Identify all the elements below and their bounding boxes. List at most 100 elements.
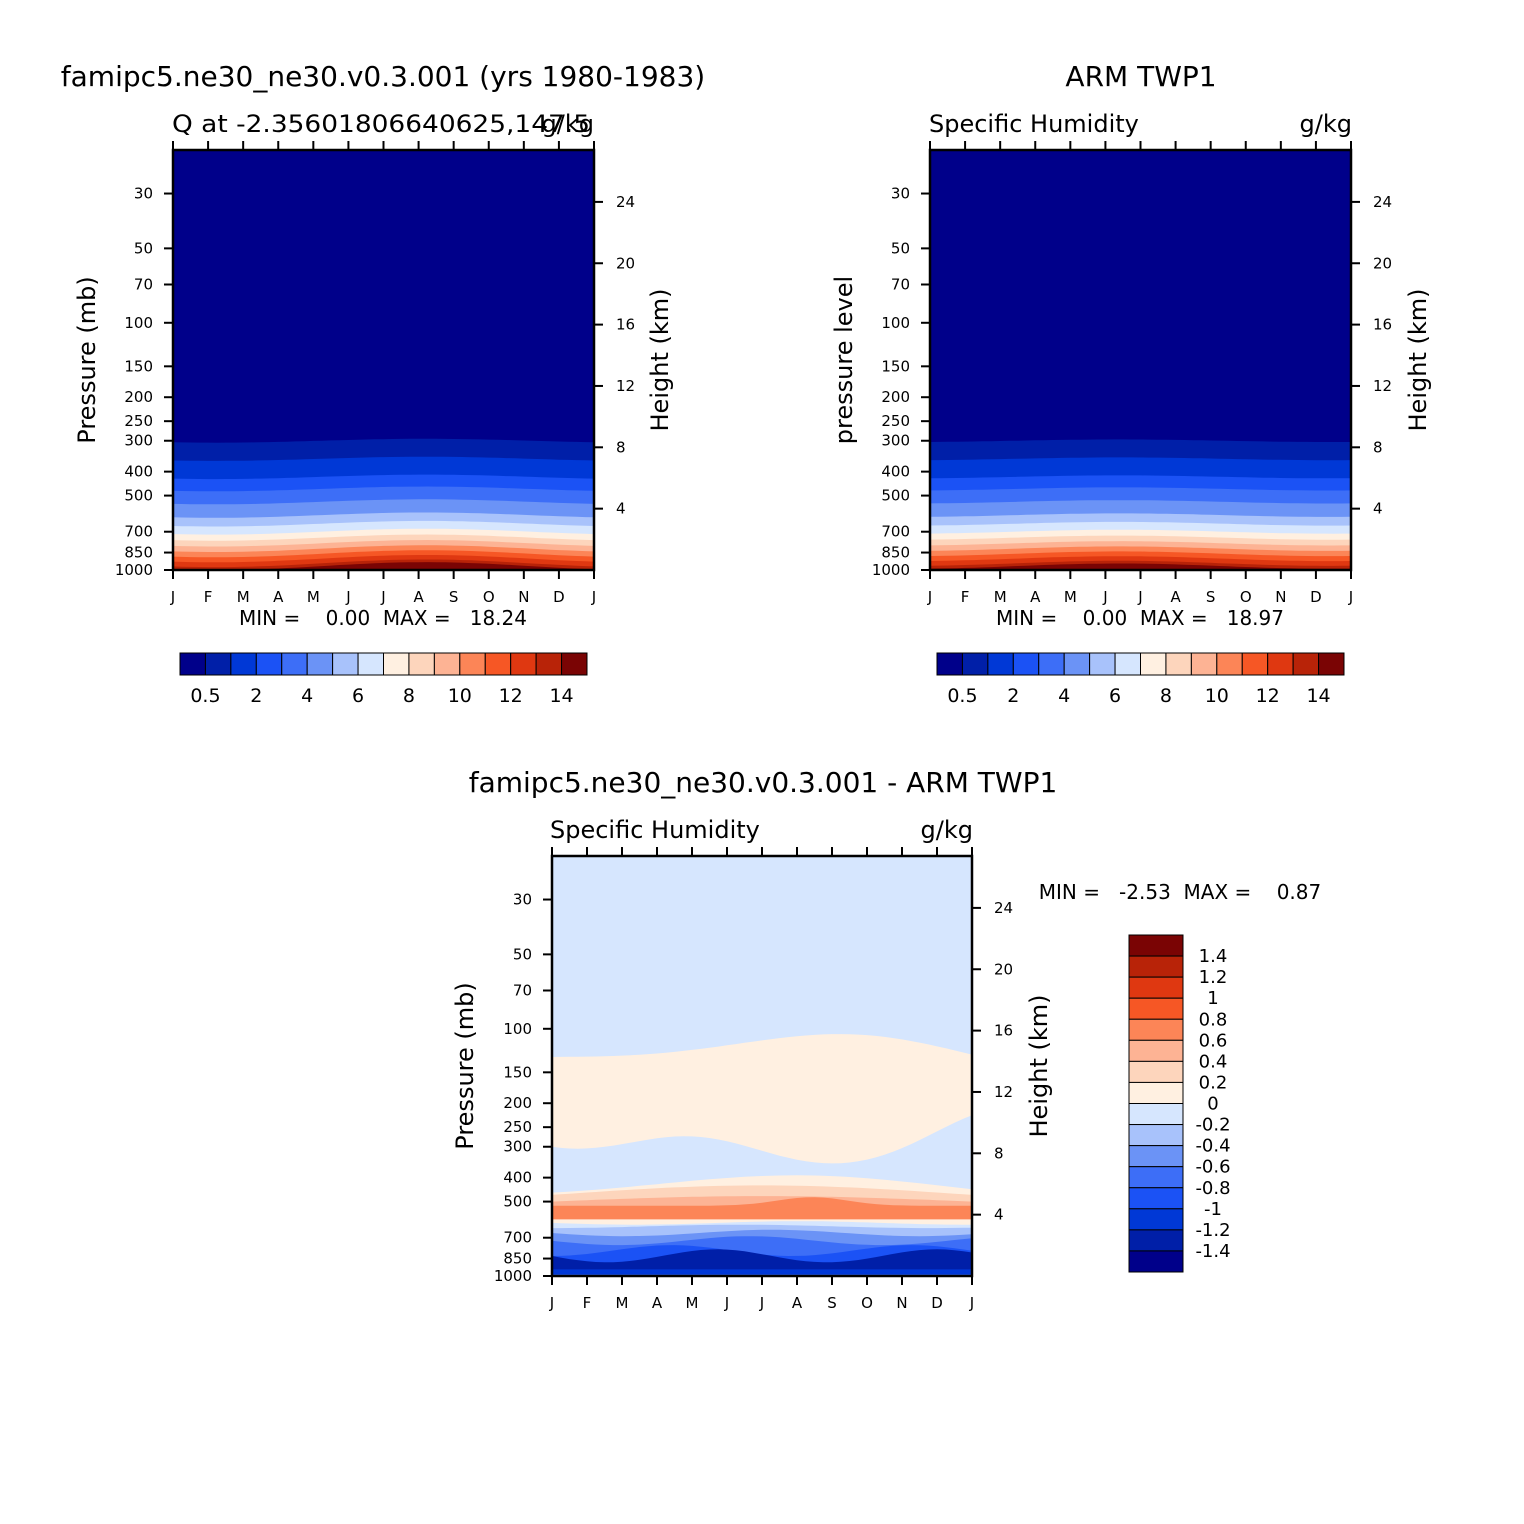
diff-y-tick-label: 300 [503, 1138, 532, 1156]
diff-colorbar-label: 0.6 [1199, 1030, 1228, 1051]
obs-colorbar-label: 6 [1109, 685, 1121, 707]
model-colorbar-swatch [357, 652, 384, 676]
diff-colorbar-swatch [1128, 1103, 1184, 1126]
obs-y2-tick-label: 8 [1373, 438, 1383, 456]
diff-y2-tick-label: 24 [994, 899, 1013, 917]
diff-colorbar-swatch [1128, 1060, 1184, 1083]
model-y-tick-label: 400 [124, 463, 153, 481]
obs-x-tick-label: J [1102, 588, 1107, 606]
diff-colorbar-label: 1.4 [1199, 946, 1228, 967]
diff-colorbar-swatch [1128, 934, 1184, 957]
diff-colorbar-label: -1.2 [1195, 1220, 1230, 1241]
model-colorbar-swatch [281, 652, 308, 676]
obs-colorbar-swatch [987, 652, 1014, 676]
obs-x-tick-label: A [1170, 588, 1181, 606]
obs-x-tick-label: J [927, 588, 932, 606]
diff-colorbar-swatch [1128, 1208, 1184, 1231]
model-colorbar-swatch [255, 652, 283, 676]
model-axes: J F M A M J J A S O N D J 30 50 70 100 150 200 250 300 400 500… [115, 141, 635, 606]
obs-x-tick-label: J [1137, 588, 1142, 606]
model-y-tick-label: 850 [124, 544, 153, 562]
obs-colorbar-swatch [1241, 652, 1269, 676]
diff-y2-tick-label: 16 [994, 1022, 1013, 1040]
obs-y-tick-label: 70 [891, 275, 910, 293]
model-x-tick-label: J [345, 588, 350, 606]
obs-left-label: Specific Humidity [929, 110, 1139, 138]
diff-y-tick-label: 850 [503, 1250, 532, 1268]
diff-axes: J F M A M J J A S O N D J 30 50 70 100 150 200 250 300 400 500… [494, 847, 1013, 1312]
diff-x-tick-label: O [861, 1294, 873, 1312]
model-colorbar-label: 2 [250, 685, 262, 707]
model-x-tick-label: A [273, 588, 284, 606]
model-y-tick-label: 250 [124, 412, 153, 430]
model-x-tick-label: M [307, 588, 320, 606]
model-colorbar-label: 6 [352, 685, 364, 707]
model-x-tick-label: J [591, 588, 596, 606]
diff-y-tick-label: 30 [513, 891, 532, 909]
obs-y-tick-label: 200 [881, 388, 910, 406]
model-colorbar-swatch [230, 652, 257, 676]
model-colorbar-swatch [383, 652, 410, 676]
diff-y-tick-label: 700 [503, 1229, 532, 1247]
obs-y-axis-title: pressure level [830, 276, 858, 444]
diff-x-tick-label: J [549, 1294, 554, 1312]
obs-y-tick-label: 50 [891, 239, 910, 257]
obs-colorbar-label: 10 [1205, 685, 1229, 707]
diff-field [552, 856, 972, 1276]
obs-y-tick-label: 300 [881, 432, 910, 450]
diff-colorbar-swatch [1128, 1039, 1184, 1062]
model-y-axis-title: Pressure (mb) [73, 276, 101, 443]
diff-title: famipc5.ne30_ne30.v0.3.001 - ARM TWP1 [469, 766, 1058, 799]
obs-colorbar-swatch [1267, 652, 1294, 676]
model-y2-axis-title: Height (km) [646, 289, 674, 432]
model-colorbar: 0.5 2 4 6 8 10 12 14 [179, 652, 588, 707]
obs-axes: J F M A M J J A S O N D J 30 50 70 100 150 200 250 300 400 500… [872, 141, 1392, 606]
obs-colorbar-label: 0.5 [947, 685, 977, 707]
model-colorbar-swatch [332, 652, 359, 676]
obs-colorbar-swatch [1140, 652, 1167, 676]
diff-x-tick-label: J [759, 1294, 764, 1312]
diff-x-tick-label: S [827, 1294, 837, 1312]
model-colorbar-swatch [484, 652, 512, 676]
diff-colorbar-label: -0.4 [1195, 1136, 1230, 1157]
diff-colorbar-swatch [1128, 955, 1184, 978]
model-y-tick-label: 700 [124, 523, 153, 541]
diff-y-tick-label: 50 [513, 945, 532, 963]
obs-x-tick-label: J [1348, 588, 1353, 606]
diff-y2-tick-label: 8 [994, 1144, 1004, 1162]
diff-y-tick-label: 70 [513, 981, 532, 999]
model-x-tick-label: J [170, 588, 175, 606]
model-colorbar-swatch [510, 652, 537, 676]
model-y-tick-label: 1000 [115, 561, 153, 579]
model-colorbar-label: 0.5 [190, 685, 220, 707]
model-left-label: Q at -2.35601806640625,147.5 [172, 110, 590, 138]
diff-y-tick-label: 1000 [494, 1267, 532, 1285]
diff-left-label: Specific Humidity [550, 816, 760, 844]
diff-colorbar-label: 0 [1207, 1094, 1218, 1115]
model-x-tick-label: N [518, 588, 529, 606]
obs-y2-tick-label: 16 [1373, 316, 1392, 334]
diff-x-tick-label: N [896, 1294, 907, 1312]
model-colorbar-swatch [204, 652, 232, 676]
diff-colorbar-label: 0.4 [1199, 1051, 1228, 1072]
model-y2-tick-label: 12 [616, 377, 635, 395]
diff-colorbar-swatch [1128, 1145, 1184, 1168]
obs-colorbar-swatch [1216, 652, 1243, 676]
obs-y-tick-label: 150 [881, 357, 910, 375]
obs-colorbar-swatch [936, 652, 963, 676]
diff-colorbar-swatch [1128, 1166, 1184, 1189]
diff-colorbar-swatch [1128, 1229, 1184, 1252]
obs-colorbar-swatch [1089, 652, 1116, 676]
diff-colorbar-label: 0.2 [1199, 1072, 1228, 1093]
obs-y2-tick-label: 4 [1373, 500, 1383, 518]
diff-y-tick-label: 100 [503, 1020, 532, 1038]
diff-band-13 [552, 1269, 972, 1276]
obs-y2-tick-label: 12 [1373, 377, 1392, 395]
diff-x-tick-label: M [686, 1294, 699, 1312]
diff-x-tick-label: J [724, 1294, 729, 1312]
diff-y2-tick-label: 12 [994, 1083, 1013, 1101]
obs-y-tick-label: 500 [881, 487, 910, 505]
obs-min-max: MIN = 0.00 MAX = 18.97 [996, 606, 1284, 630]
diff-colorbar-label: 1.2 [1199, 967, 1228, 988]
